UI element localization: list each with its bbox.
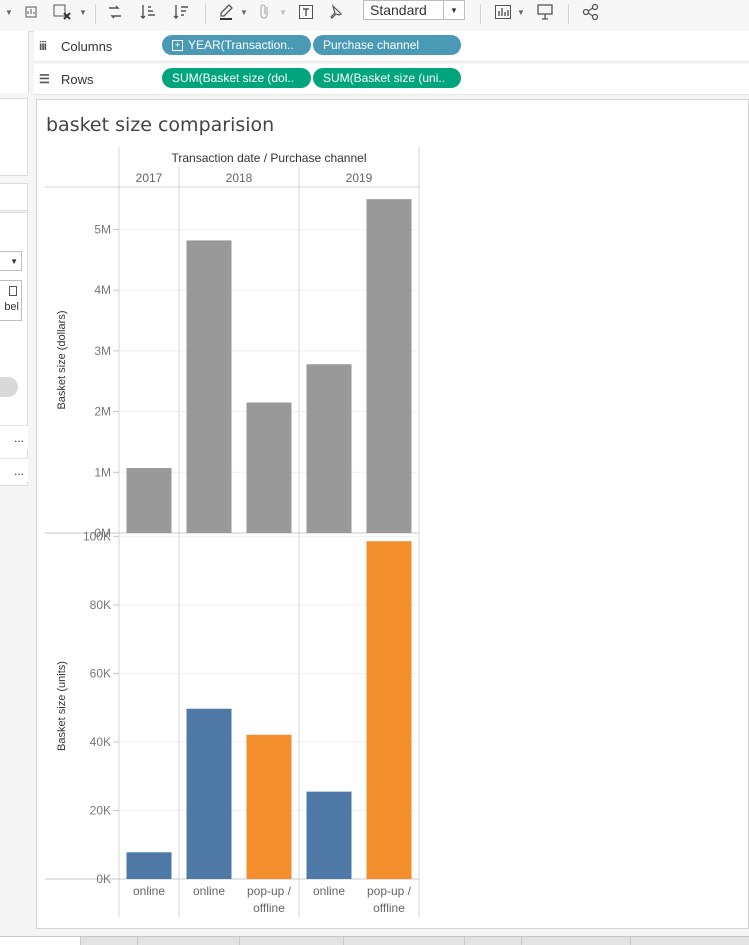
text-label-icon[interactable]	[296, 0, 316, 24]
sheet-tab[interactable]	[465, 937, 522, 945]
toggle-pill[interactable]	[0, 377, 18, 397]
separator	[95, 4, 96, 24]
y-tick-label: 60K	[90, 666, 111, 680]
bar-2017-online-pane1	[126, 852, 172, 879]
swap-rows-columns-icon[interactable]	[104, 0, 126, 24]
column-header-title: Transaction date / Purchase channel	[171, 151, 366, 165]
worksheet-title: basket size comparision	[46, 114, 275, 136]
separator	[568, 4, 569, 24]
y-tick-label: 20K	[90, 803, 111, 817]
show-me-dropdown-icon[interactable]: ▼	[517, 7, 525, 17]
rows-shelf[interactable]: ☰ Rows SUM(Basket size (dol.. SUM(Basket…	[34, 64, 749, 95]
pill-year-transaction[interactable]: + YEAR(Transaction..	[162, 35, 311, 55]
columns-shelf[interactable]: iii Columns + YEAR(Transaction.. Purchas…	[34, 31, 749, 62]
clear-dropdown-icon[interactable]: ▼	[79, 7, 87, 17]
y-tick-label: 1M	[94, 465, 111, 479]
pill-label: Purchase channel	[323, 38, 420, 52]
sort-descending-icon[interactable]	[170, 0, 192, 24]
year-header-2018: 2018	[226, 171, 253, 185]
separator	[480, 4, 481, 24]
columns-shelf-label: iii Columns	[39, 31, 112, 61]
label-text: bel	[4, 301, 19, 313]
sheet-tab[interactable]	[138, 937, 240, 945]
bar-2019-online-pane0	[306, 364, 352, 533]
y-axis-label: Basket size (dollars)	[56, 310, 68, 409]
pill-purchase-channel[interactable]: Purchase channel	[313, 35, 461, 55]
toolbar: ▼ ▼ ▼ ▼ Standard ▼ ▼	[0, 0, 749, 32]
swap-icon[interactable]	[20, 0, 42, 24]
channel-label: online	[313, 884, 345, 898]
pill-label: SUM(Basket size (uni..	[323, 71, 446, 85]
y-tick-label: 4M	[94, 283, 111, 297]
attach-dropdown-icon[interactable]: ▼	[279, 7, 287, 17]
clear-sheet-icon[interactable]	[50, 0, 74, 24]
y-tick-label: 0K	[96, 872, 111, 886]
sheet-tab[interactable]	[344, 937, 465, 945]
label-button[interactable]: bel	[0, 280, 22, 321]
share-icon[interactable]	[580, 0, 602, 24]
sheet-tab[interactable]	[0, 937, 81, 945]
y-tick-label: 80K	[90, 598, 111, 612]
year-header-2019: 2019	[346, 171, 373, 185]
pill-label: SUM(Basket size (dol..	[172, 71, 295, 85]
pill-sum-basket-dollars[interactable]: SUM(Basket size (dol..	[162, 68, 311, 88]
y-tick-label: 5M	[94, 222, 111, 236]
sheet-tab[interactable]	[240, 937, 344, 945]
separator	[205, 4, 206, 24]
bar-2018-popup-offline-pane0	[246, 402, 292, 533]
channel-label: online	[193, 884, 225, 898]
pages-card	[0, 98, 28, 176]
columns-icon: iii	[39, 39, 47, 53]
year-header-2017: 2017	[136, 171, 163, 185]
rows-shelf-label: ☰ Rows	[39, 64, 94, 94]
y-tick-label: 2M	[94, 405, 111, 419]
sort-ascending-icon[interactable]	[137, 0, 159, 24]
bar-2019-popup-offline-pane0	[366, 199, 412, 533]
rows-icon: ☰	[39, 72, 50, 86]
dropdown-caret-icon[interactable]: ▼	[5, 7, 13, 17]
rows-label: Rows	[61, 71, 94, 87]
y-tick-label: 100K	[83, 529, 111, 543]
channel-label: online	[133, 884, 165, 898]
bar-2018-popup-offline-pane1	[246, 734, 292, 879]
expand-icon[interactable]: +	[172, 39, 183, 51]
attach-icon[interactable]	[255, 0, 275, 24]
mark-type-dropdown[interactable]: ▼	[0, 251, 22, 271]
more-options-1[interactable]: ...	[0, 425, 28, 449]
channel-label: pop-up / offline	[247, 884, 292, 915]
chevron-down-icon[interactable]: ▼	[443, 1, 464, 19]
y-axis-label: Basket size (units)	[56, 661, 68, 751]
show-me-icon[interactable]	[492, 0, 514, 24]
sheet-tab[interactable]	[522, 937, 631, 945]
bar-2019-popup-offline-pane1	[366, 541, 412, 879]
marks-card-panel	[0, 98, 28, 486]
channel-label: pop-up / offline	[367, 884, 412, 915]
filters-card-header	[0, 183, 28, 211]
presentation-icon[interactable]	[534, 0, 556, 24]
highlight-icon[interactable]	[216, 0, 236, 24]
pill-sum-basket-units[interactable]: SUM(Basket size (uni..	[313, 68, 461, 88]
bar-2019-online-pane1	[306, 791, 352, 879]
bar-2017-online-pane0	[126, 468, 172, 533]
pill-label: YEAR(Transaction..	[188, 38, 294, 52]
columns-label: Columns	[61, 38, 113, 54]
more-options-2[interactable]: ...	[0, 458, 28, 482]
label-icon	[0, 281, 21, 301]
fit-select-value: Standard	[370, 2, 427, 18]
highlight-dropdown-icon[interactable]: ▼	[240, 7, 248, 17]
bar-2018-online-pane1	[186, 708, 232, 879]
bar-2018-online-pane0	[186, 240, 232, 533]
y-tick-label: 3M	[94, 344, 111, 358]
y-tick-label: 0M	[94, 526, 111, 540]
fit-select[interactable]: Standard ▼	[363, 0, 465, 20]
left-shelf-edge	[0, 31, 29, 93]
pin-icon[interactable]	[325, 0, 345, 24]
sheet-tab[interactable]	[81, 937, 138, 945]
sheet-tabs	[0, 936, 749, 945]
y-tick-label: 40K	[90, 735, 111, 749]
